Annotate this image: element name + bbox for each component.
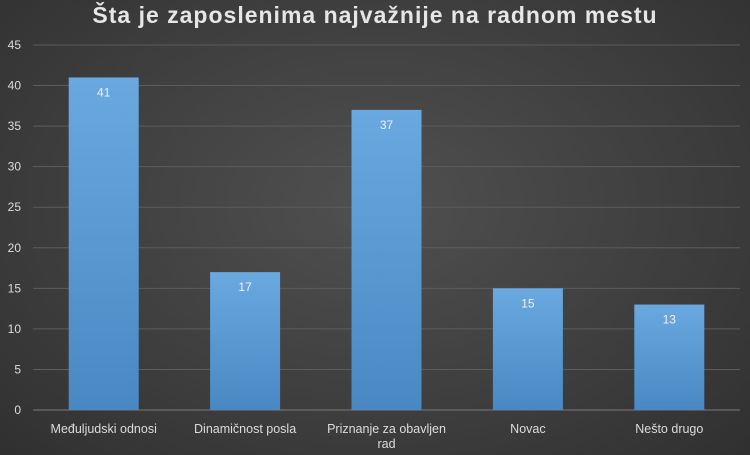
- x-tick-label: Međuljudski odnosi: [51, 422, 157, 436]
- data-label: 15: [521, 296, 535, 310]
- data-label: 17: [238, 280, 252, 294]
- bar: [210, 272, 281, 410]
- y-tick-label: 35: [8, 119, 22, 133]
- y-tick-label: 25: [8, 200, 22, 214]
- y-tick-label: 30: [8, 160, 22, 174]
- data-label: 37: [380, 118, 394, 132]
- y-tick-label: 40: [8, 79, 22, 93]
- chart-title: Šta je zaposlenima najvažnije na radnom …: [92, 2, 658, 28]
- x-tick-label: Novac: [510, 422, 545, 436]
- bar: [68, 77, 139, 410]
- bar: [492, 288, 563, 410]
- data-label: 13: [663, 313, 677, 327]
- y-tick-label: 0: [14, 403, 21, 417]
- x-tick-label: Nešto drugo: [635, 422, 703, 436]
- data-label: 41: [97, 85, 111, 99]
- y-tick-label: 20: [8, 241, 22, 255]
- y-tick-label: 45: [8, 38, 22, 52]
- bar: [634, 304, 705, 410]
- y-tick-label: 15: [8, 281, 22, 295]
- x-tick-label: Dinamičnost posla: [194, 422, 296, 436]
- y-tick-label: 10: [8, 322, 22, 336]
- y-tick-label: 5: [14, 362, 21, 376]
- x-tick-label: Priznanje za obavljen rad: [327, 422, 446, 451]
- bar: [351, 109, 422, 410]
